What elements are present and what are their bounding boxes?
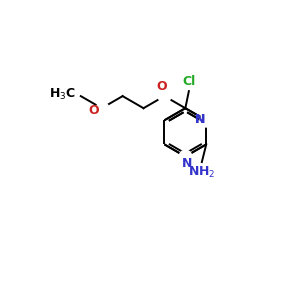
- Text: N: N: [194, 113, 205, 126]
- Text: NH$_2$: NH$_2$: [188, 164, 215, 179]
- Text: O: O: [157, 80, 167, 93]
- Text: O: O: [89, 104, 99, 117]
- Text: Cl: Cl: [183, 75, 196, 88]
- Text: N: N: [182, 157, 192, 170]
- Text: H$_3$C: H$_3$C: [50, 87, 76, 102]
- Text: N: N: [194, 113, 205, 126]
